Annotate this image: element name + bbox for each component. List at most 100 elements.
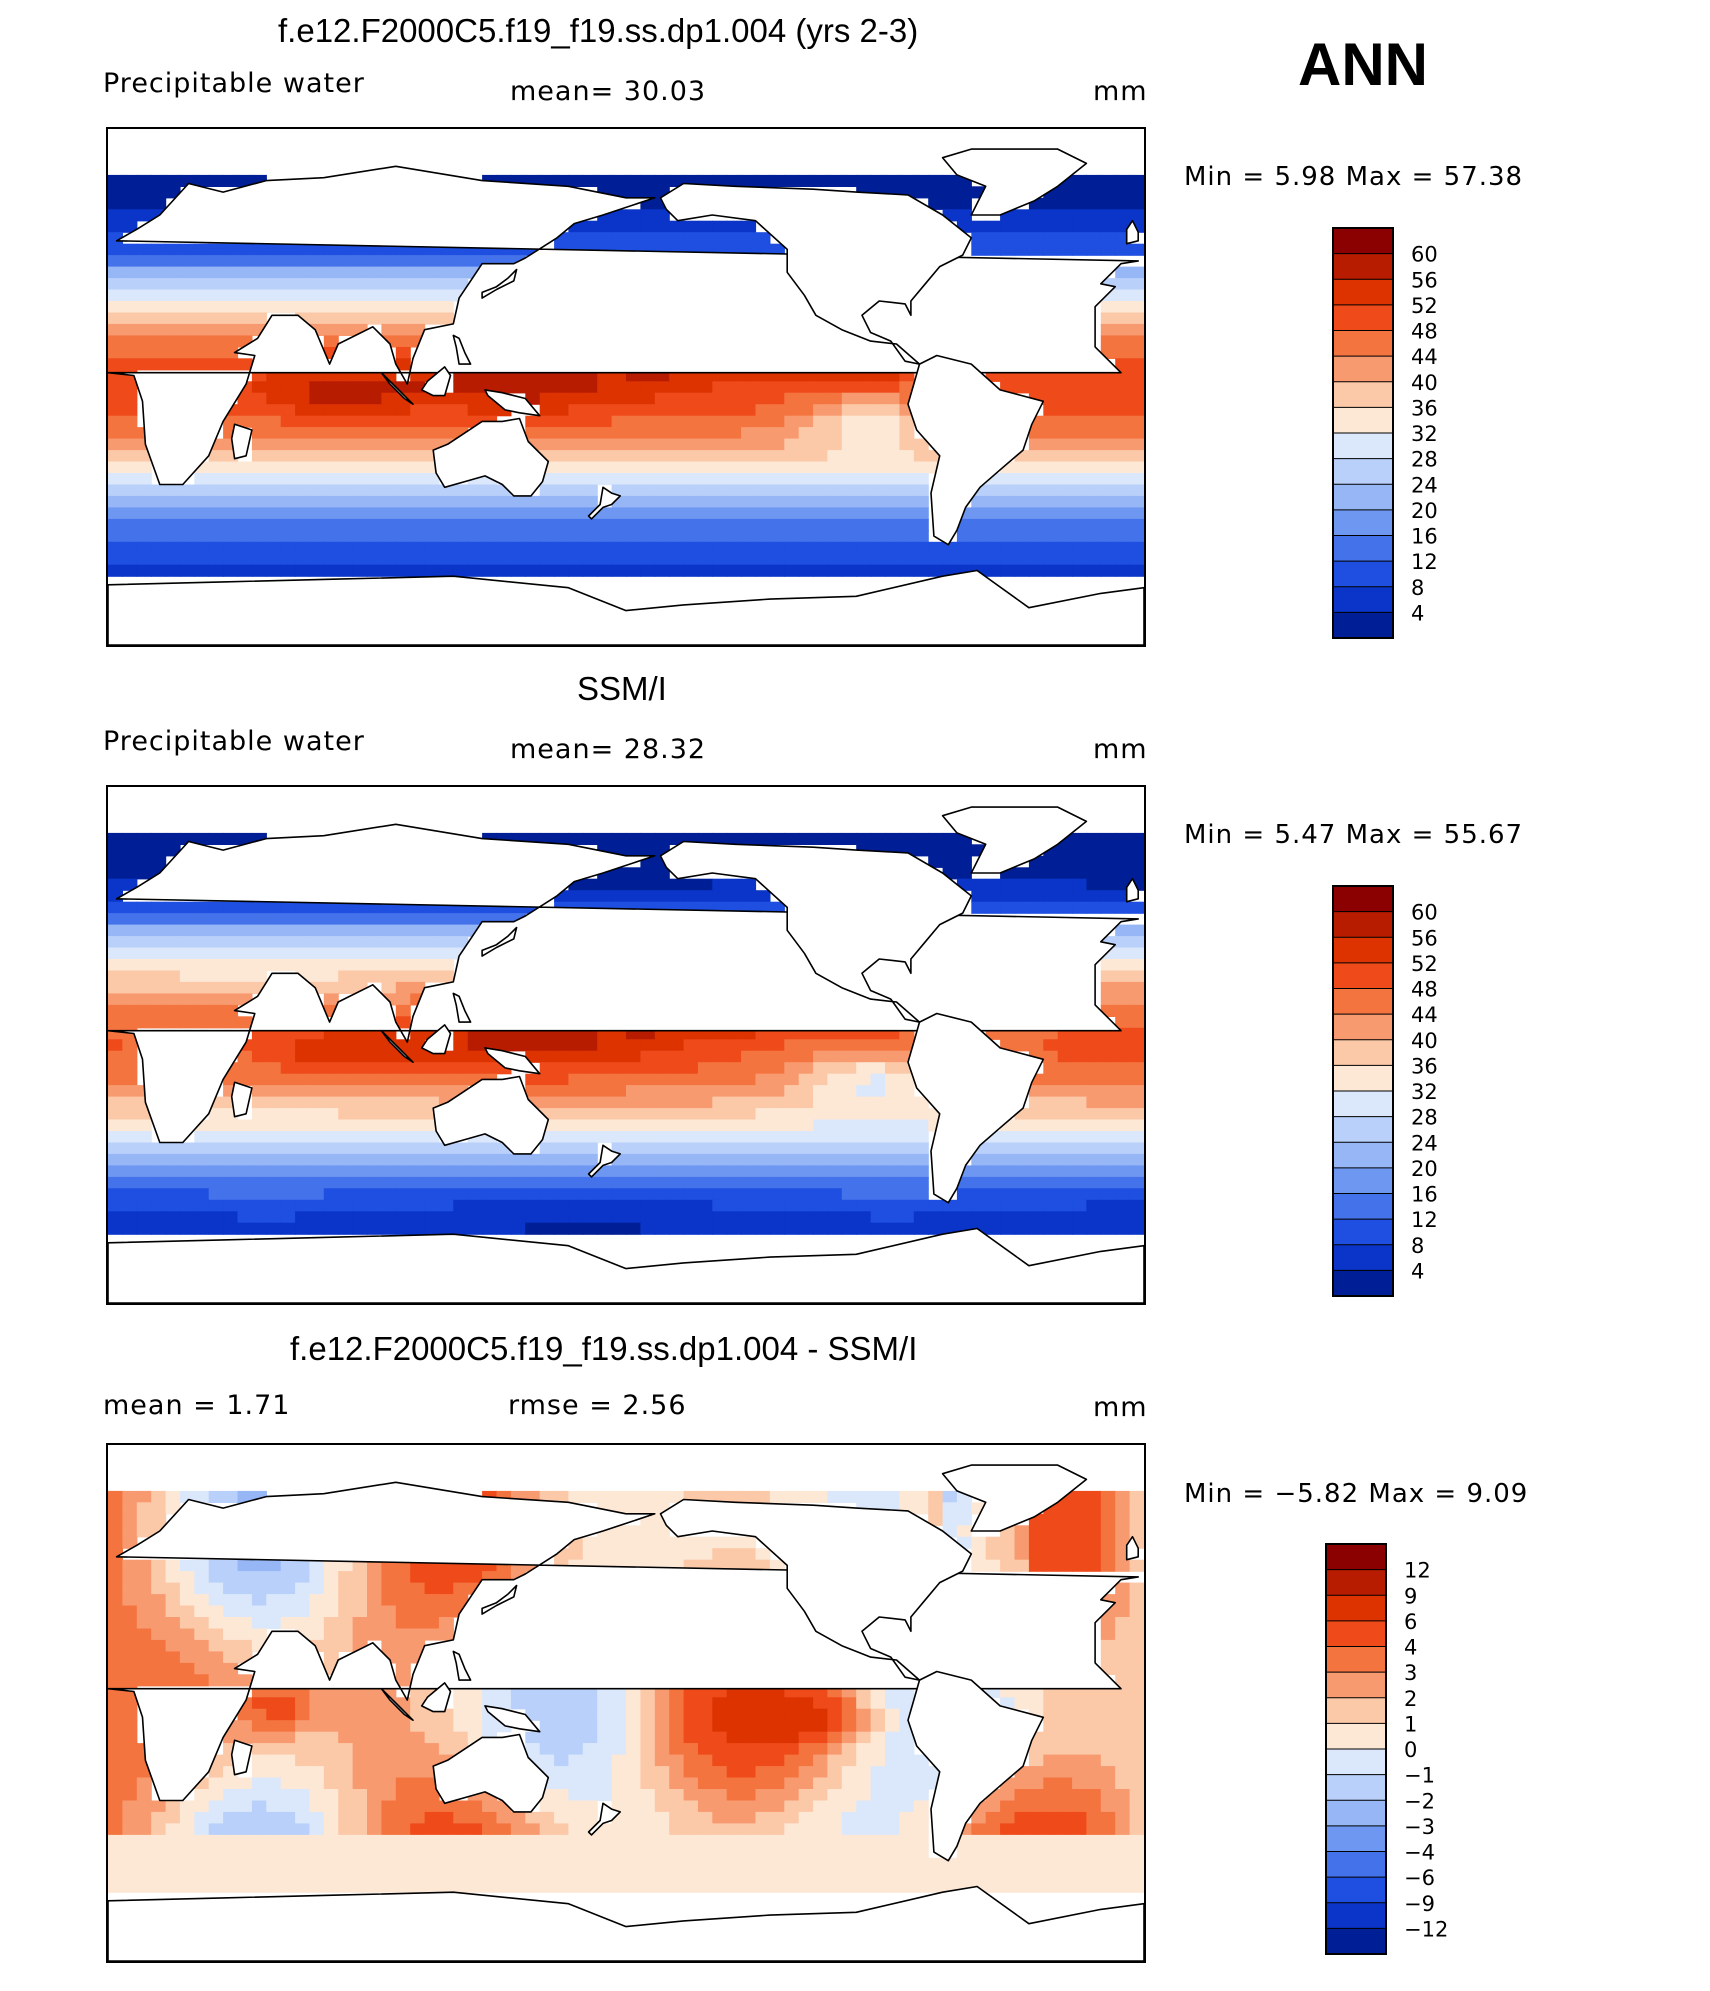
field-cell	[1028, 1119, 1044, 1132]
field-cell	[1129, 901, 1144, 914]
field-cell	[122, 484, 138, 497]
field-cell	[338, 1846, 354, 1859]
field-cell	[395, 564, 411, 577]
field-cell	[438, 970, 454, 983]
field-cell	[741, 890, 757, 903]
field-cell	[208, 1490, 224, 1503]
field-cell	[410, 1617, 426, 1630]
field-cell	[769, 1857, 785, 1870]
field-cell	[525, 1165, 541, 1178]
field-cell	[438, 1085, 454, 1098]
field-cell	[913, 1834, 929, 1847]
coastline	[432, 417, 550, 497]
field-cell	[654, 174, 670, 187]
field-cell	[122, 209, 138, 222]
field-cell	[179, 266, 195, 279]
field-cell	[841, 473, 857, 486]
colorbar-swatch	[1325, 1646, 1387, 1673]
field-cell	[841, 1050, 857, 1063]
field-cell	[424, 301, 440, 314]
field-cell	[410, 323, 426, 336]
field-cell	[712, 1548, 728, 1561]
field-cell	[280, 530, 296, 543]
field-cell	[208, 1188, 224, 1201]
field-cell	[885, 507, 900, 520]
field-cell	[669, 450, 685, 463]
field-cell	[611, 1869, 627, 1882]
field-cell	[1100, 1869, 1116, 1882]
field-cell	[784, 427, 800, 440]
field-cell	[194, 1016, 210, 1029]
field-cell	[424, 541, 440, 554]
field-cell	[295, 530, 311, 543]
field-cell	[1057, 392, 1073, 405]
field-cell	[669, 507, 685, 520]
field-cell	[1115, 243, 1131, 256]
field-cell	[165, 1165, 181, 1178]
field-cell	[208, 541, 224, 554]
field-cell	[971, 518, 987, 531]
field-cell	[899, 1731, 915, 1744]
field-cell	[338, 936, 354, 949]
field-cell	[496, 495, 512, 508]
field-cell	[108, 1085, 123, 1098]
field-cell	[352, 1857, 368, 1870]
field-cell	[122, 1811, 138, 1824]
field-cell	[1057, 1697, 1073, 1710]
field-cell	[510, 1846, 526, 1859]
field-cell	[813, 1222, 829, 1235]
field-cell	[108, 289, 123, 302]
field-cell	[208, 255, 224, 268]
field-cell	[568, 392, 584, 405]
panel1-map	[106, 127, 1146, 647]
colorbar-tick-label: 28	[1411, 1106, 1438, 1130]
field-cell	[769, 1731, 785, 1744]
field-cell	[395, 335, 411, 348]
field-cell	[151, 1594, 167, 1607]
field-cell	[1129, 427, 1144, 440]
field-cell	[985, 1548, 1001, 1561]
field-cell	[683, 1811, 699, 1824]
field-cell	[1043, 1789, 1059, 1802]
field-cell	[554, 1096, 570, 1109]
field-cell	[108, 255, 123, 268]
field-cell	[626, 1062, 641, 1075]
field-cell	[367, 473, 382, 486]
field-cell	[784, 1880, 800, 1893]
field-cell	[697, 1119, 713, 1132]
field-cell	[683, 461, 699, 474]
field-cell	[654, 1199, 670, 1212]
field-cell	[410, 427, 426, 440]
field-cell	[1086, 1142, 1102, 1155]
field-cell	[352, 1628, 368, 1641]
field-cell	[208, 1559, 224, 1572]
field-cell	[208, 1153, 224, 1166]
field-cell	[151, 1857, 167, 1870]
field-cell	[108, 1743, 123, 1756]
field-cell	[1115, 1502, 1131, 1515]
field-cell	[942, 844, 958, 857]
field-cell	[194, 335, 210, 348]
field-cell	[841, 1789, 857, 1802]
colorbar-swatch	[1325, 1748, 1387, 1776]
field-cell	[309, 1062, 325, 1075]
field-cell	[237, 1050, 253, 1063]
field-cell	[179, 1617, 195, 1630]
field-cell	[410, 1857, 426, 1870]
field-cell	[899, 484, 915, 497]
field-cell	[496, 1846, 512, 1859]
field-cell	[223, 947, 239, 960]
field-cell	[827, 518, 843, 531]
field-cell	[870, 174, 886, 187]
field-cell	[784, 507, 800, 520]
field-cell	[338, 924, 354, 937]
field-cell	[755, 1222, 771, 1235]
field-cell	[1043, 1754, 1059, 1767]
field-cell	[885, 1789, 900, 1802]
field-cell	[438, 312, 454, 325]
field-cell	[813, 1131, 829, 1144]
field-cell	[726, 1823, 742, 1836]
field-cell	[251, 1571, 267, 1584]
field-cell	[410, 1708, 426, 1721]
field-cell	[971, 1869, 987, 1882]
